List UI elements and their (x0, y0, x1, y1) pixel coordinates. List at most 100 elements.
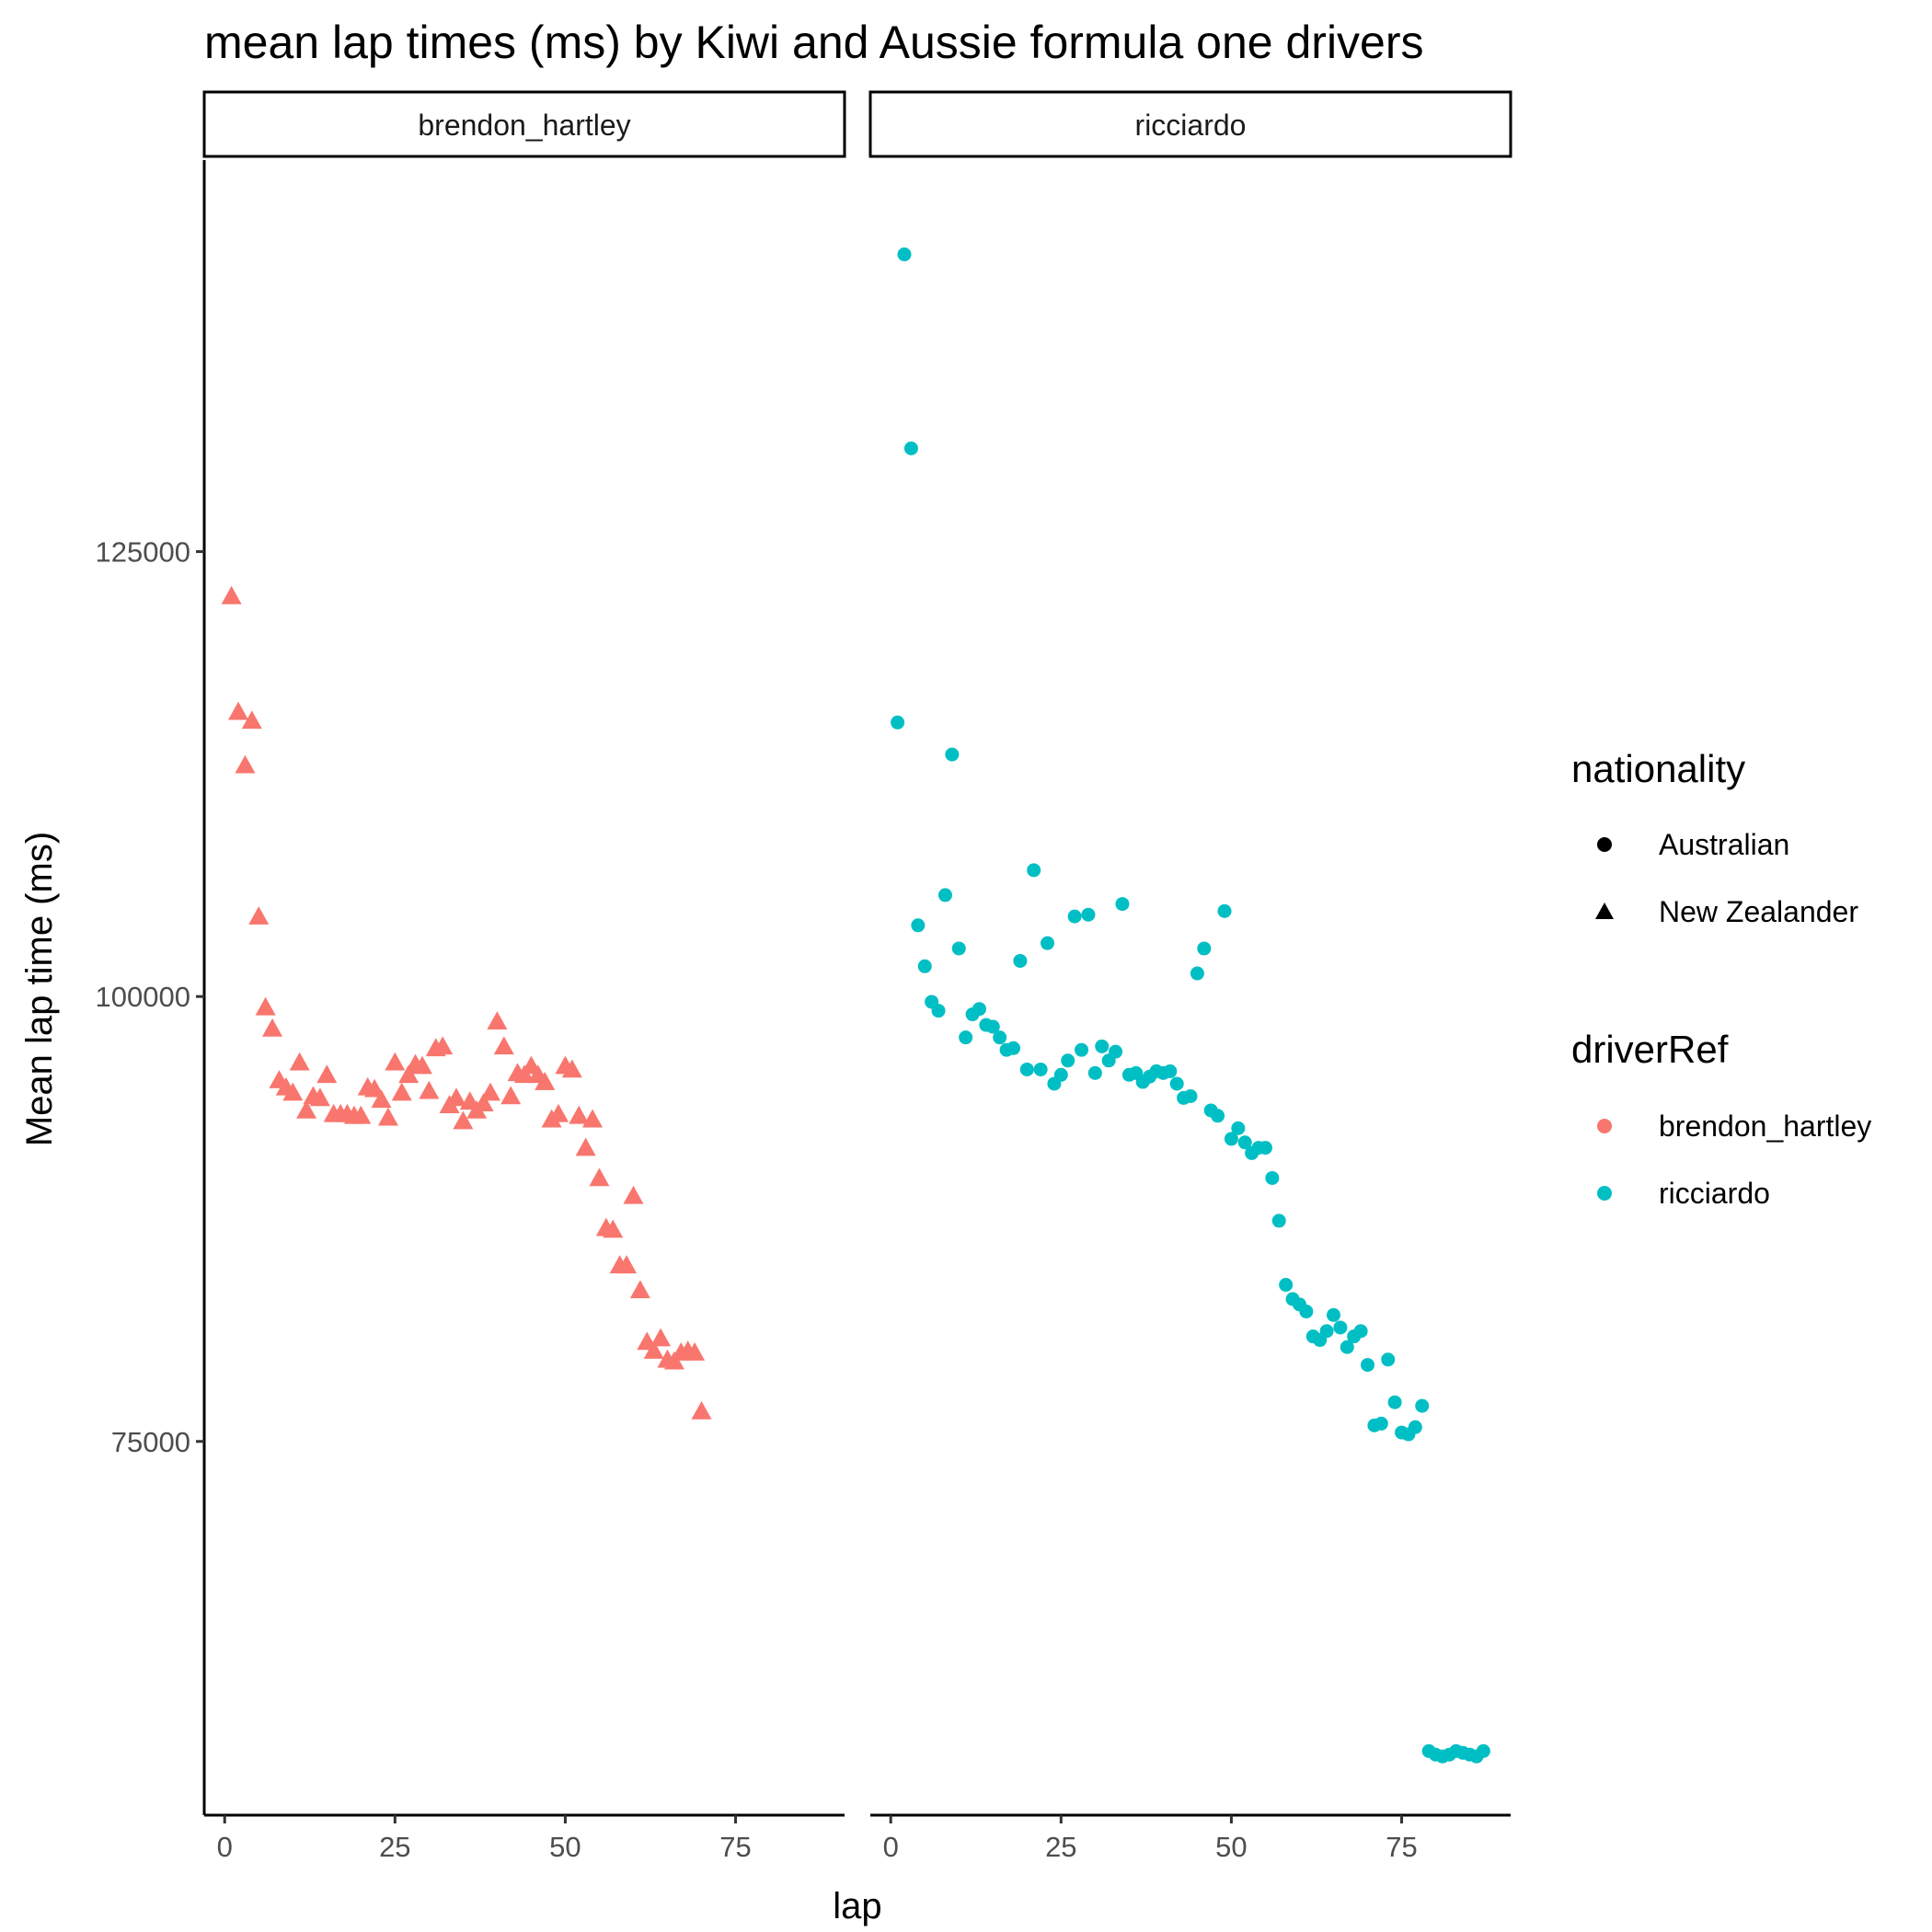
x-tick-label: 50 (549, 1831, 581, 1863)
data-point-ricciardo (1408, 1420, 1422, 1434)
data-point-ricciardo (1041, 936, 1055, 950)
x-tick-label: 25 (1045, 1831, 1076, 1863)
data-point-brendon_hartley (650, 1328, 672, 1347)
y-axis-title: Mean lap time (ms) (19, 832, 60, 1146)
data-point-ricciardo (1361, 1358, 1375, 1373)
data-point-ricciardo (1265, 1170, 1280, 1185)
data-point-brendon_hartley (398, 1064, 420, 1084)
data-point-brendon_hartley (371, 1089, 392, 1109)
legend-label-New Zealander: New Zealander (1659, 895, 1858, 928)
data-point-ricciardo (1081, 907, 1096, 922)
data-point-brendon_hartley (296, 1099, 317, 1119)
data-point-brendon_hartley (473, 1093, 494, 1112)
legend-label-Australian: Australian (1659, 828, 1789, 861)
data-point-brendon_hartley (289, 1052, 310, 1071)
data-point-brendon_hartley (569, 1105, 590, 1124)
y-tick-label: 125000 (96, 536, 190, 569)
data-point-ricciardo (1169, 1076, 1184, 1091)
data-point-brendon_hartley (535, 1072, 556, 1090)
facet-strip-brendon_hartley (202, 90, 846, 158)
data-point-brendon_hartley (629, 1280, 650, 1299)
legend-title-nationality: nationality (1571, 747, 1745, 790)
data-point-brendon_hartley (643, 1340, 664, 1359)
plot-area: brendon_hartley 75000 100000 125000 0 25 50 75 r… (96, 90, 1512, 1863)
data-point-brendon_hartley (221, 585, 242, 604)
legend-title-driverRef: driverRef (1571, 1028, 1729, 1071)
data-point-brendon_hartley (248, 906, 270, 925)
data-point-ricciardo (1271, 1213, 1286, 1228)
data-point-ricciardo (959, 1030, 973, 1045)
legend: nationality Australian New Zealander driver… (1571, 747, 1871, 1210)
data-point-brendon_hartley (487, 1011, 508, 1030)
legend-key-New Zealander (1595, 903, 1614, 919)
data-point-ricciardo (1075, 1042, 1089, 1057)
data-point-brendon_hartley (411, 1055, 432, 1075)
data-point-brendon_hartley (561, 1059, 582, 1078)
data-point-ricciardo (1013, 953, 1028, 968)
data-point-brendon_hartley (500, 1086, 522, 1105)
data-point-ricciardo (985, 1019, 1000, 1034)
data-point-ricciardo (1217, 903, 1232, 918)
data-point-ricciardo (1163, 1064, 1178, 1078)
data-point-ricciardo (917, 959, 932, 973)
data-point-ricciardo (1319, 1324, 1334, 1339)
data-point-ricciardo (1258, 1141, 1272, 1156)
x-tick-label: 0 (883, 1831, 899, 1863)
data-point-ricciardo (1340, 1340, 1354, 1354)
data-point-ricciardo (911, 918, 926, 933)
data-point-brendon_hartley (364, 1078, 385, 1098)
data-point-ricciardo (1381, 1352, 1396, 1367)
data-point-ricciardo (897, 247, 912, 262)
data-point-ricciardo (1224, 1132, 1238, 1146)
data-point-brendon_hartley (235, 754, 256, 774)
data-point-brendon_hartley (262, 1018, 283, 1037)
data-point-ricciardo (1095, 1039, 1110, 1053)
data-point-brendon_hartley (691, 1400, 712, 1420)
data-point-brendon_hartley (351, 1105, 372, 1124)
data-point-ricciardo (972, 1002, 986, 1017)
data-point-brendon_hartley (241, 710, 262, 730)
data-point-ricciardo (1061, 1053, 1075, 1068)
data-point-ricciardo (1353, 1324, 1368, 1339)
data-point-brendon_hartley (603, 1219, 624, 1238)
facet-strip-label-ricciardo: ricciardo (1135, 109, 1247, 142)
data-point-ricciardo (1476, 1743, 1490, 1758)
data-point-ricciardo (1237, 1135, 1252, 1150)
data-point-brendon_hartley (445, 1087, 466, 1107)
x-axis-title: lap (833, 1886, 881, 1926)
facet-strip-ricciardo (868, 90, 1512, 158)
data-point-brendon_hartley (623, 1185, 644, 1204)
data-point-ricciardo (1067, 909, 1082, 924)
data-point-brendon_hartley (255, 996, 276, 1016)
x-tick-label: 50 (1215, 1831, 1247, 1863)
data-point-ricciardo (951, 941, 966, 956)
data-point-ricciardo (1197, 941, 1212, 956)
data-point-brendon_hartley (575, 1137, 596, 1156)
data-point-ricciardo (1033, 1062, 1048, 1076)
data-point-brendon_hartley (548, 1103, 569, 1122)
data-point-brendon_hartley (385, 1052, 406, 1071)
data-point-brendon_hartley (582, 1109, 604, 1128)
data-point-ricciardo (1109, 1044, 1123, 1059)
data-point-brendon_hartley (493, 1036, 514, 1055)
data-point-brendon_hartley (616, 1255, 638, 1274)
legend-key-ricciardo (1597, 1186, 1612, 1201)
x-tick-label: 25 (379, 1831, 410, 1863)
legend-key-brendon_hartley (1597, 1119, 1612, 1133)
data-point-brendon_hartley (309, 1087, 330, 1107)
facet-strip-label-brendon_hartley: brendon_hartley (418, 109, 630, 142)
data-point-ricciardo (1115, 897, 1130, 912)
data-point-brendon_hartley (377, 1107, 398, 1126)
data-point-ricciardo (1231, 1121, 1246, 1135)
y-tick-label: 100000 (96, 981, 190, 1013)
data-point-ricciardo (1326, 1307, 1340, 1322)
data-point-ricciardo (1183, 1088, 1198, 1103)
data-point-brendon_hartley (316, 1064, 338, 1084)
data-point-brendon_hartley (282, 1082, 304, 1101)
data-point-brendon_hartley (453, 1110, 474, 1130)
data-point-brendon_hartley (684, 1342, 706, 1361)
data-point-ricciardo (903, 441, 918, 455)
legend-key-Australian (1597, 837, 1612, 852)
data-point-ricciardo (1053, 1067, 1068, 1082)
y-tick-label: 75000 (111, 1426, 190, 1458)
